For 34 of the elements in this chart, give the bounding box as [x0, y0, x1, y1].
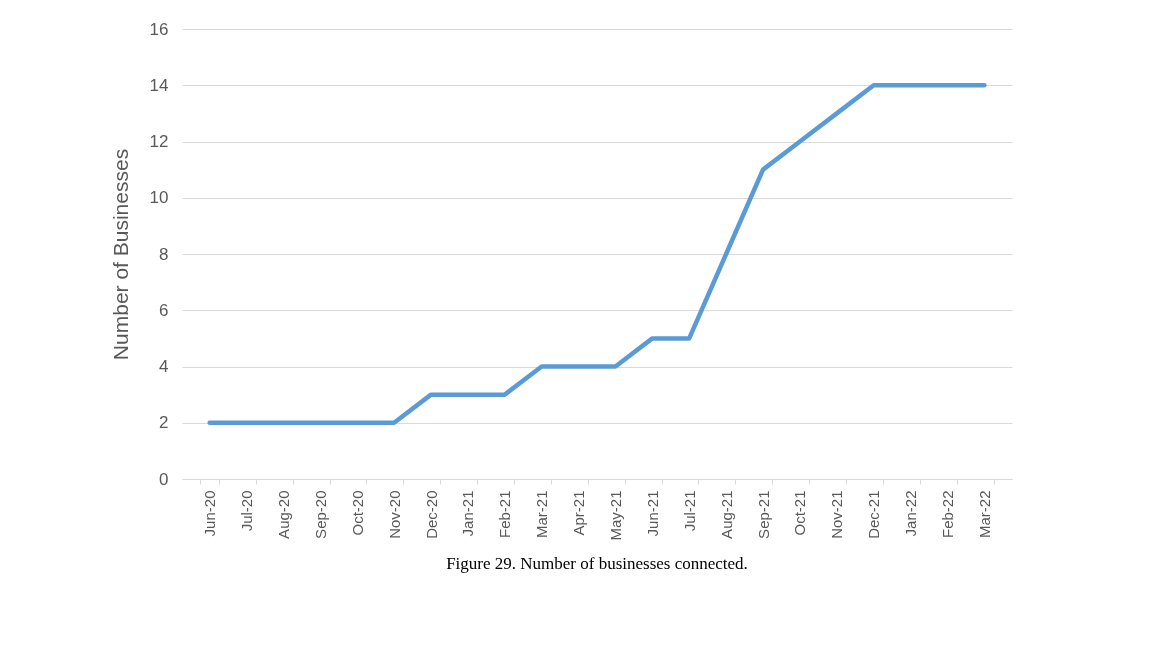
- y-tick-label: 2: [159, 413, 169, 433]
- x-tick-label: Jun-20: [201, 490, 219, 537]
- x-tick-label: Mar-22: [975, 490, 993, 539]
- y-axis-title: Number of Businesses: [108, 148, 132, 361]
- y-tick-label: 0: [159, 469, 169, 489]
- x-tick-label: Oct-21: [791, 490, 809, 536]
- y-tick-label: 14: [149, 75, 169, 95]
- x-tick-label: May-21: [606, 490, 624, 541]
- x-tick-label: Nov-20: [385, 490, 403, 539]
- caption: Figure 29. Number of businesses connected.: [446, 554, 748, 574]
- x-tick-label: Feb-21: [496, 490, 514, 539]
- y-tick-label: 12: [149, 132, 169, 151]
- x-tick-label: Dec-21: [865, 490, 883, 539]
- x-tick-label: Jan-22: [902, 490, 920, 537]
- x-tick-label: Mar-21: [533, 490, 551, 539]
- x-tick-label: Jun-21: [643, 490, 661, 537]
- x-tick-label: Jul-20: [238, 490, 256, 532]
- x-tick-label: Aug-21: [717, 490, 735, 539]
- y-tick-label: 10: [149, 188, 169, 208]
- y-tick-label: 16: [149, 19, 169, 39]
- x-tick-label: Feb-22: [938, 490, 956, 539]
- y-tick-label: 4: [159, 357, 169, 376]
- y-tick-label: 8: [159, 244, 169, 264]
- x-tick-label: Dec-20: [422, 490, 440, 539]
- x-tick-label: Nov-21: [828, 490, 846, 539]
- x-tick-label: Sep-20: [311, 490, 329, 539]
- x-tick-label: Jan-21: [459, 490, 477, 537]
- x-tick-label: Oct-20: [348, 490, 366, 536]
- y-tick-label: 6: [159, 300, 169, 320]
- x-tick-label: Jul-21: [680, 490, 698, 532]
- x-tick-label: Apr-21: [570, 490, 588, 536]
- x-tick-label: Aug-20: [274, 490, 292, 539]
- x-tick-label: Sep-21: [754, 490, 772, 539]
- line-series: [207, 83, 987, 425]
